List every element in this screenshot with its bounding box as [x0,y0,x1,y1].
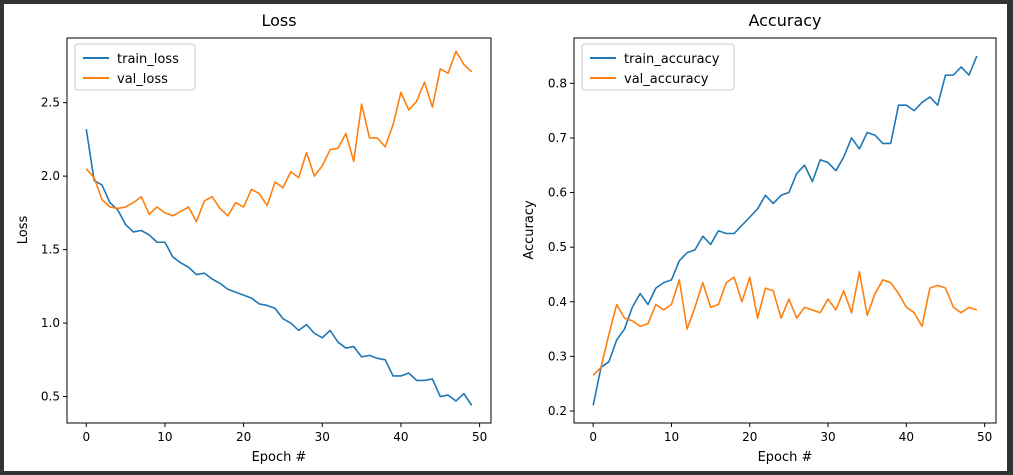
series-line-val_loss [85,50,473,223]
loss-plot: Loss Epoch # Loss 0 10 20 30 40 50 0.5 1.0 1.5 2.… [16,11,492,465]
x-axis-label: Epoch # [758,450,813,465]
y-tick-label: 2.5 [41,96,60,110]
y-axis-label: Accuracy [522,200,537,260]
y-tick-label: 0.5 [548,240,567,254]
x-tick-label: 40 [899,430,914,444]
y-tick-label: 0.5 [41,390,60,404]
x-tick-label: 20 [742,430,757,444]
y-tick-label: 1.0 [41,316,60,330]
y-tick-label: 0.3 [548,349,567,363]
x-tick-label: 10 [664,430,679,444]
x-tick-label: 0 [82,430,90,444]
series-line-val_accuracy [592,270,978,377]
x-tick-label: 20 [236,430,251,444]
series-line-train_loss [85,128,473,406]
legend: train_accuracy val_accuracy [581,43,735,91]
x-tick-label: 50 [472,430,487,444]
y-tick-label: 0.7 [548,131,567,145]
x-tick-label: 10 [157,430,172,444]
x-tick-label: 0 [589,430,597,444]
figure-svg: Loss Epoch # Loss 0 10 20 30 40 50 0.5 1.0 1.5 2.… [16,11,997,465]
y-tick-label: 1.5 [41,243,60,257]
axes-frame [573,37,997,424]
y-tick-label: 0.8 [548,76,567,90]
legend-label-val_loss: val_loss [117,72,168,87]
series-line-train_accuracy [592,55,978,406]
y-tick-label: 0.4 [548,295,567,309]
figure-canvas: Loss Epoch # Loss 0 10 20 30 40 50 0.5 1.0 1.5 2.… [4,4,1007,471]
y-tick-label: 0.2 [548,404,567,418]
y-axis-label: Loss [16,216,31,245]
chart-title: Loss [261,11,296,30]
x-axis-label: Epoch # [252,450,307,465]
legend-label-train_loss: train_loss [117,52,179,67]
y-tick-label: 0.6 [548,186,567,200]
legend-label-train_accuracy: train_accuracy [624,52,720,67]
x-tick-label: 30 [820,430,835,444]
x-tick-label: 40 [393,430,408,444]
axes-frame [66,37,492,424]
x-tick-label: 50 [977,430,992,444]
legend: train_loss val_loss [74,43,196,91]
accuracy-plot: Accuracy Epoch # Accuracy 0 10 20 30 40 50 0.2… [522,11,997,465]
legend-label-val_accuracy: val_accuracy [624,72,709,87]
chart-title: Accuracy [748,11,821,30]
y-tick-label: 2.0 [41,169,60,183]
x-tick-label: 30 [315,430,330,444]
